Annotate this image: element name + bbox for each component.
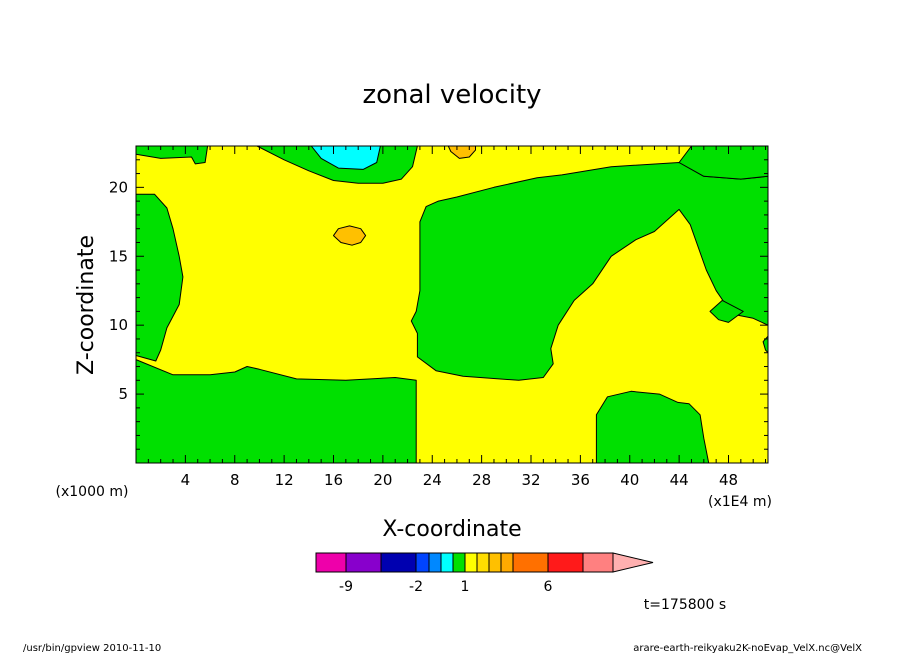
colorbar-extend-arrow: [612, 552, 654, 573]
x-tick-label: 36: [571, 471, 590, 489]
colorbar-swatch: [415, 552, 430, 573]
x-tick-label: 20: [373, 471, 392, 489]
x-tick-label: 12: [275, 471, 294, 489]
y-units-label: (x1000 m): [56, 484, 129, 500]
colorbar-label: 6: [544, 579, 553, 595]
footer-right: arare-earth-reikyaku2K-noEvap_VelX.nc@Ve…: [633, 643, 862, 654]
colorbar-swatch: [476, 552, 490, 573]
x-tick-label: 24: [423, 471, 442, 489]
y-tick-label: 5: [118, 385, 128, 403]
footer-left: /usr/bin/gpview 2010-11-10: [23, 643, 161, 654]
x-tick-label: 8: [230, 471, 240, 489]
time-annotation: t=175800 s: [644, 597, 726, 613]
chart-title: zonal velocity: [362, 80, 541, 110]
colorbar-swatch: [582, 552, 614, 573]
x-units-label: (x1E4 m): [708, 494, 772, 510]
x-tick-label: 48: [719, 471, 738, 489]
x-tick-label: 4: [181, 471, 191, 489]
colorbar-swatch: [547, 552, 584, 573]
y-tick-label: 10: [109, 316, 128, 334]
colorbar-swatch: [380, 552, 417, 573]
colorbar-swatch: [440, 552, 454, 573]
x-tick-label: 40: [620, 471, 639, 489]
contour-region-9: [595, 390, 710, 464]
contour-region-1: [135, 359, 417, 464]
colorbar-swatch: [315, 552, 347, 573]
x-tick-label: 16: [324, 471, 343, 489]
colorbar-swatch: [464, 552, 478, 573]
x-tick-label: 44: [670, 471, 689, 489]
x-axis-label: X-coordinate: [382, 517, 521, 542]
colorbar: -9 -2 1 6: [315, 552, 654, 595]
y-tick-label: 15: [109, 247, 128, 265]
y-tick-label: 20: [109, 178, 128, 196]
x-tick-label: 32: [521, 471, 540, 489]
contour-regions: [135, 145, 769, 464]
y-axis-label: Z-coordinate: [74, 235, 99, 375]
contour-region-3: [135, 145, 209, 165]
colorbar-swatch: [512, 552, 549, 573]
colorbar-swatch: [345, 552, 382, 573]
contour-region-2: [135, 193, 184, 362]
colorbar-swatch: [488, 552, 502, 573]
contour-region-5: [410, 162, 769, 381]
colorbar-swatch: [452, 552, 466, 573]
contour-region-7: [709, 299, 744, 323]
colorbar-swatch: [428, 552, 442, 573]
colorbar-label: -2: [409, 579, 423, 595]
colorbar-swatch: [500, 552, 514, 573]
colorbar-label: -9: [339, 579, 353, 595]
contour-region-12: [333, 225, 367, 246]
x-tick-label: 28: [472, 471, 491, 489]
plot-frame: [135, 145, 769, 464]
colorbar-label: 1: [461, 579, 470, 595]
